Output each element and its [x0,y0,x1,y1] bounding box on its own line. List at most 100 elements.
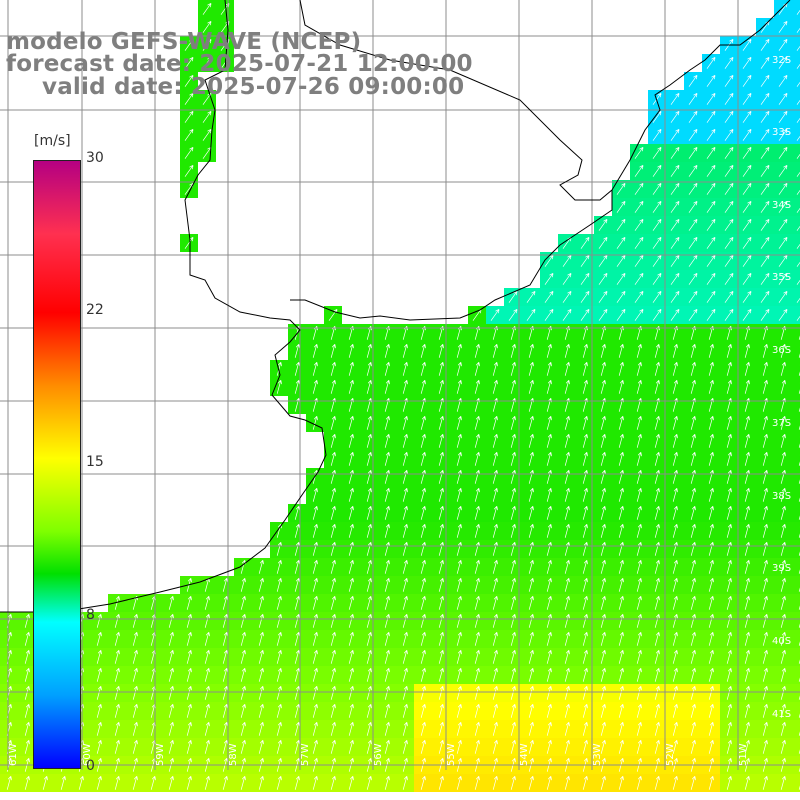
wind-arrow [546,344,552,358]
wind-arrow [544,290,554,303]
wind-arrow [456,740,462,754]
wind-arrow [688,74,698,87]
wind-arrow [526,290,536,303]
wind-arrow [168,686,174,700]
wind-arrow [456,686,462,700]
wind-arrow [654,380,660,394]
wind-speed-cell [792,576,800,594]
wind-arrow [420,668,426,682]
wind-arrow [528,686,534,700]
wind-arrow [490,308,500,321]
wind-arrow [688,92,698,105]
wind-arrow [402,686,408,700]
wind-arrow [600,740,606,754]
wind-arrow [742,92,752,105]
wind-arrow [366,434,372,448]
wind-arrow [366,668,372,682]
wind-arrow [492,344,498,358]
wind-arrow [474,560,480,574]
wind-arrow [688,254,698,267]
wind-arrow [456,614,462,628]
wind-arrow [528,578,534,592]
wind-arrow [492,632,498,646]
wind-arrow [726,506,732,520]
wind-arrow [582,560,588,574]
wind-arrow [510,560,516,574]
wind-arrow [654,722,660,736]
wind-arrow [456,344,462,358]
wind-arrow [582,416,588,430]
wind-arrow [24,650,30,664]
wind-arrow [582,542,588,556]
wind-arrow [690,524,696,538]
wind-arrow [240,668,246,682]
wind-arrow [420,416,426,430]
wind-arrow [652,254,662,267]
wind-arrow [688,290,698,303]
wind-arrow [510,488,516,502]
wind-arrow [312,506,318,520]
wind-arrow [492,542,498,556]
wind-arrow [706,92,716,105]
wind-arrow [24,632,30,646]
wind-arrow [528,344,534,358]
wind-arrow [366,740,372,754]
latitude-label: 36S [772,345,791,356]
colorbar [33,160,81,769]
wind-arrow [726,452,732,466]
wind-arrow [528,632,534,646]
wind-arrow [618,380,624,394]
wind-arrow [672,596,678,610]
wind-arrow [168,614,174,628]
wind-arrow [186,650,192,664]
wind-arrow [24,722,30,736]
wind-arrow [726,650,732,664]
wind-arrow [634,146,644,159]
wind-arrow [690,668,696,682]
wind-arrow [348,452,354,466]
wind-arrow [598,218,608,231]
wind-arrow [384,344,390,358]
wind-arrow [546,524,552,538]
wind-arrow [546,434,552,448]
wind-arrow [510,722,516,736]
wind-arrow [706,146,716,159]
wind-arrow [760,92,770,105]
wind-arrow [438,380,444,394]
wind-arrow [742,182,752,195]
wind-arrow [564,470,570,484]
wind-arrow [582,614,588,628]
wind-arrow [616,236,626,249]
wind-arrow [780,740,786,754]
wind-arrow [600,524,606,538]
wind-arrow [636,362,642,376]
wind-arrow [312,578,318,592]
wind-arrow [546,722,552,736]
colorbar-tick-0: 0 [86,758,95,774]
wind-arrow [546,470,552,484]
wind-arrow [762,578,768,592]
wind-arrow [724,146,734,159]
wind-arrow [762,776,768,790]
wind-arrow [510,452,516,466]
wind-arrow [634,200,644,213]
wind-arrow [654,776,660,790]
wind-arrow [438,542,444,556]
wind-arrow [672,650,678,664]
wind-arrow [744,596,750,610]
latitude-label: 41S [772,709,791,720]
wind-arrow [564,416,570,430]
wind-arrow [438,578,444,592]
wind-arrow [690,704,696,718]
wind-arrow [726,614,732,628]
wind-arrow [708,452,714,466]
wind-arrow [456,722,462,736]
wind-arrow [582,434,588,448]
wind-arrow [762,542,768,556]
wind-arrow [690,344,696,358]
wind-arrow [186,776,192,790]
wind-speed-cell [792,414,800,432]
wind-arrow [654,434,660,448]
wind-arrow [726,560,732,574]
wind-arrow [438,632,444,646]
